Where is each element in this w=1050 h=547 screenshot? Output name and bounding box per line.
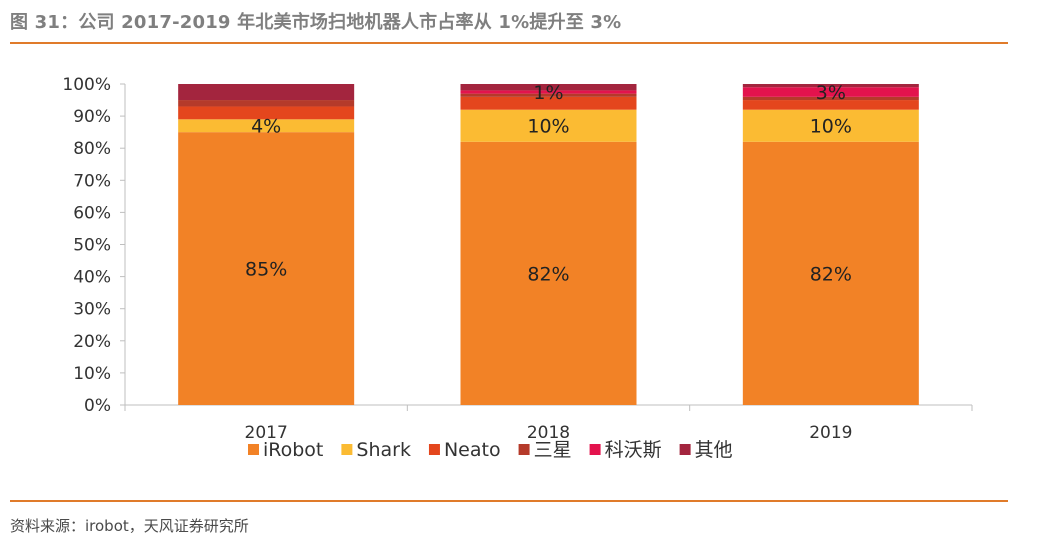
legend-swatch-Neato — [428, 444, 440, 455]
y-tick-label: 40% — [73, 268, 111, 288]
bar-segment-Neato-2019 — [742, 100, 919, 110]
x-axis: 2017 2018 2019 — [124, 404, 973, 443]
bar-segment-其他-2017 — [178, 84, 355, 101]
legend-swatch-iRobot — [248, 444, 259, 455]
y-tick-label: 10% — [73, 364, 111, 384]
bar-segment-科沃斯-2018 — [460, 90, 637, 94]
bar-segment-Shark-2018 — [460, 109, 637, 142]
legend-swatch-三星 — [518, 444, 530, 455]
legend-swatch-科沃斯 — [589, 444, 601, 455]
legend-label-三星: 三星 — [534, 439, 572, 461]
footer-divider — [10, 500, 1008, 502]
data-label-Shark-2017: 4% — [251, 116, 281, 138]
x-tick-label: 2018 — [527, 423, 570, 443]
x-tick-label: 2017 — [245, 423, 288, 443]
bar-segment-其他-2018 — [460, 84, 637, 91]
bar-segment-Neato-2017 — [178, 106, 355, 120]
data-label-科沃斯-2019: 3% — [816, 82, 846, 104]
y-tick-label: 30% — [73, 300, 111, 320]
bar-segment-三星-2018 — [460, 93, 637, 97]
y-tick-label: 60% — [73, 203, 111, 223]
bar-segment-iRobot-2018 — [460, 141, 637, 405]
source-note: 资料来源：irobot，天风证券研究所 — [10, 517, 249, 535]
y-tick-label: 50% — [73, 236, 111, 256]
legend-swatch-Shark — [341, 444, 353, 455]
bar-labels: 85% 4% 82% 10% 1% 82% 10% 3% — [245, 82, 852, 285]
bars — [178, 84, 919, 405]
x-tick-label: 2019 — [809, 423, 852, 443]
y-tick-label: 90% — [73, 107, 111, 127]
y-tick-label: 20% — [73, 332, 111, 352]
y-tick-label: 80% — [73, 139, 111, 159]
bar-segment-Shark-2019 — [742, 109, 919, 142]
legend-label-Neato: Neato — [444, 439, 501, 461]
data-label-科沃斯-2018: 1% — [533, 82, 563, 104]
bar-segment-三星-2017 — [178, 100, 355, 107]
legend-label-iRobot: iRobot — [263, 439, 323, 461]
legend-label-其他: 其他 — [695, 439, 733, 461]
y-axis: 0% 10% 20% 30% 40% 50% 60% 70% 80% 90% 100% — [62, 75, 126, 416]
data-label-Shark-2018: 10% — [527, 116, 569, 138]
bar-segment-三星-2019 — [742, 96, 919, 101]
data-label-iRobot-2019: 82% — [810, 263, 852, 285]
bar-segment-iRobot-2019 — [742, 141, 919, 405]
title-divider — [10, 42, 1008, 44]
y-tick-label: 100% — [62, 75, 111, 95]
stacked-bar-chart: 0%10%20%30%40%50%60%70%80%90%100% 2017 20… — [62, 75, 973, 461]
legend-swatch-其他 — [679, 444, 691, 455]
legend-label-科沃斯: 科沃斯 — [605, 439, 662, 461]
data-label-iRobot-2018: 82% — [527, 263, 569, 285]
bar-segment-其他-2019 — [742, 84, 919, 88]
bar-segment-Shark-2017 — [178, 119, 355, 133]
y-tick-label: 70% — [73, 171, 111, 191]
data-label-Shark-2019: 10% — [810, 116, 852, 138]
legend-label-Shark: Shark — [356, 439, 411, 461]
legend: iRobot Shark Neato 三星 科沃斯 其他 — [248, 439, 733, 461]
chart-title: 图 31：公司 2017-2019 年北美市场扫地机器人市占率从 1%提升至 3… — [10, 12, 622, 33]
bar-segment-iRobot-2017 — [178, 132, 355, 405]
bar-segment-Neato-2018 — [460, 96, 637, 110]
data-label-iRobot-2017: 85% — [245, 259, 287, 281]
bar-segment-科沃斯-2019 — [742, 87, 919, 97]
y-tick-label: 0% — [84, 396, 111, 416]
